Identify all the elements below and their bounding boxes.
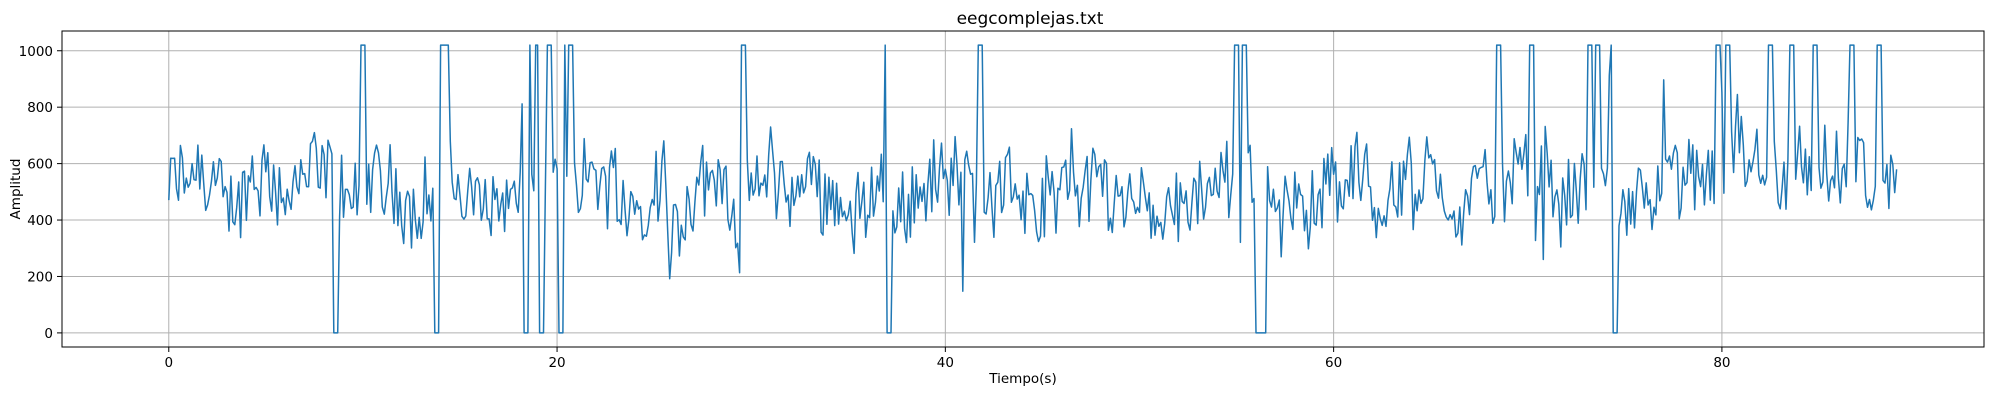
eeg-signal-line xyxy=(168,44,1898,334)
x-tick-label: 60 xyxy=(1325,355,1342,371)
x-tick-label: 80 xyxy=(1713,355,1730,371)
x-tick-label: 0 xyxy=(164,355,173,371)
x-tick-label: 20 xyxy=(548,355,565,371)
x-axis-label: Tiempo(s) xyxy=(988,371,1056,387)
plot-area xyxy=(168,44,1898,334)
y-axis: 0 200 400 600 800 1000 xyxy=(19,44,62,342)
y-tick-label: 1000 xyxy=(19,44,53,60)
y-tick-label: 800 xyxy=(27,100,53,116)
chart-title: eegcomplejas.txt xyxy=(957,9,1104,29)
axes-frame xyxy=(61,30,1985,348)
y-tick-label: 600 xyxy=(27,157,53,173)
x-tick-label: 40 xyxy=(937,355,954,371)
y-tick-label: 400 xyxy=(27,213,53,229)
y-tick-label: 200 xyxy=(27,269,53,285)
y-axis-label: Amplitud xyxy=(8,159,24,220)
y-tick-label: 0 xyxy=(44,326,53,342)
x-axis: 0 20 40 60 80 xyxy=(164,347,1731,371)
